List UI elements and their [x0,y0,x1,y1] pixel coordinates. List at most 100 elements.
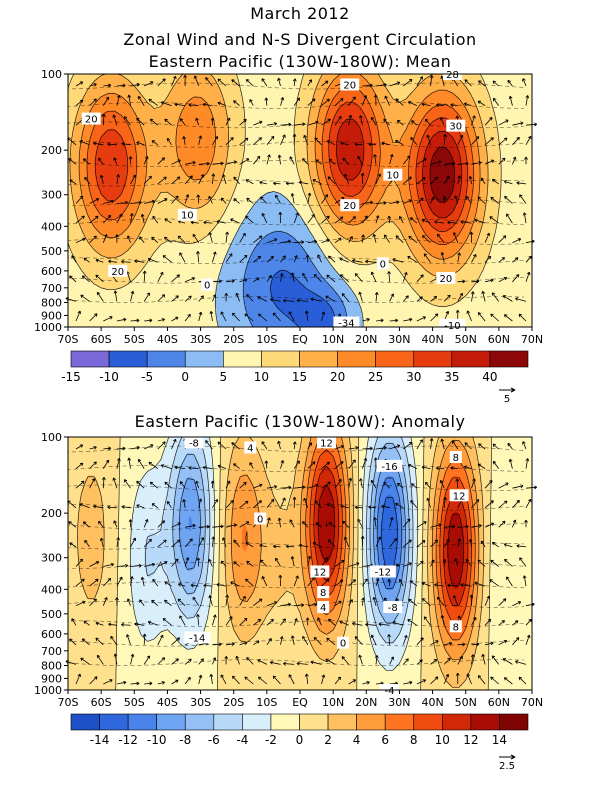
colorbar-label-1-8: 2 [324,733,332,747]
contour-label-0-5: 10 [386,171,399,182]
contour-label-bg-0-2 [177,208,197,221]
contour-label-0-9: 20 [439,274,452,285]
main-title: March 2012 [250,4,350,23]
contour-label-0-6: 20 [343,201,356,212]
x-tick-label-0-8: 10N [322,333,344,346]
contour-label-0-12: -10 [444,321,460,332]
colorbar-label-1-3: -8 [179,733,191,747]
x-tick-label-0-13: 60N [488,333,510,346]
plot-frame-1 [67,436,533,691]
y-tick-label-0-5: 600 [41,265,62,278]
y-tick-label-0-9: 1000 [34,321,62,334]
y-tick-label-1-0: 100 [41,431,62,444]
colorbar-label-0-11: 40 [482,370,497,384]
colorbar-label-1-14: 14 [492,733,507,747]
colorbar-swatch-0-4 [223,350,262,368]
contour-label-0-2: 10 [181,211,194,222]
colorbar-swatch-1-3 [156,713,186,731]
colorbar-swatch-1-11 [384,713,415,731]
colorbar-swatch-0-5 [261,350,300,368]
x-tick-label-0-1: 60S [91,333,112,346]
y-tick-label-1-2: 300 [41,552,62,565]
colorbar-swatch-1-10 [356,713,386,731]
contour-label-bg-1-15 [379,684,399,696]
contour-label-bg-1-14 [184,631,211,644]
x-tick-label-0-4: 30S [190,333,211,346]
colorbar-swatch-1-2 [127,713,157,731]
contour-label-bg-1-8 [317,586,330,599]
colorbar-swatch-0-6 [299,350,338,368]
x-tick-label-1-11: 40N [421,696,443,709]
x-tick-label-0-12: 50N [455,333,477,346]
colorbar-swatch-1-9 [327,713,357,731]
y-tick-label-1-9: 1000 [34,684,62,697]
colorbar-label-1-6: -2 [265,733,277,747]
colorbar-swatch-0-1 [108,350,148,368]
contour-label-1-10: -12 [375,567,391,578]
reference-vector-arrow-1 [499,754,516,760]
colorbar-swatch-1-13 [442,713,472,731]
colorbar-label-1-13: 12 [463,733,478,747]
contour-label-1-3: -16 [381,462,397,473]
colorbar-label-1-4: -6 [208,733,220,747]
contour-label-1-15: -4 [384,686,394,697]
colorbar-label-1-11: 8 [410,733,418,747]
colorbar-label-1-2: -10 [147,733,167,747]
colorbar-label-0-5: 10 [254,370,269,384]
contour-label-bg-0-6 [340,199,360,212]
colorbar-label-0-10: 35 [444,370,459,384]
colorbar-label-0-7: 20 [330,370,345,384]
contour-label-bg-0-1 [108,264,128,277]
x-tick-label-0-6: 10S [256,333,277,346]
contour-label-1-13: 0 [340,639,346,650]
heatmap-field-0 [68,74,532,327]
x-tick-label-1-1: 60S [91,696,112,709]
reference-vector-label-0: 5 [504,394,510,405]
contour-label-bg-1-9 [317,601,330,614]
colorbar-label-1-7: 0 [296,733,304,747]
colorbar-swatch-0-11 [489,350,529,368]
contour-label-0-11: -34 [338,319,354,330]
colorbar-swatch-1-15 [499,713,529,731]
colorbar-swatch-0-2 [146,350,186,368]
colorbar-swatch-1-7 [270,713,300,731]
x-tick-label-1-2: 50S [124,696,145,709]
contour-label-bg-0-4 [340,78,360,91]
colorbar-label-0-8: 25 [368,370,383,384]
contour-label-1-8: 8 [320,588,326,599]
contour-label-bg-0-8 [446,119,466,132]
contour-label-bg-1-3 [376,459,403,472]
contour-label-bg-1-12 [449,620,462,633]
y-tick-label-0-4: 500 [41,245,62,258]
contour-label-bg-0-5 [383,168,403,181]
contour-label-bg-1-11 [383,601,403,614]
x-tick-label-1-0: 70S [58,696,79,709]
contour-label-bg-0-11 [333,316,360,329]
y-tick-label-0-6: 700 [41,282,62,295]
colorbar-swatch-0-3 [184,350,224,368]
x-tick-label-1-6: 10S [256,696,277,709]
contour-label-1-7: 12 [314,567,327,578]
colorbar-label-0-4: 5 [220,370,228,384]
colorbar-label-0-0: -15 [61,370,81,384]
contour-label-bg-0-0 [81,112,101,125]
x-tick-label-0-0: 70S [58,333,79,346]
contour-label-1-12: 8 [453,622,459,633]
colorbar-swatch-0-8 [375,350,415,368]
contour-label-bg-1-13 [337,636,350,649]
contour-label-bg-1-4 [449,451,462,464]
contour-label-bg-1-6 [254,512,267,525]
x-tick-label-1-4: 30S [190,696,211,709]
y-tick-label-0-2: 300 [41,189,62,202]
contour-label-0-7: 0 [380,259,386,270]
colorbar-swatch-1-1 [99,713,129,731]
y-tick-label-0-1: 200 [41,144,62,157]
contour-label-0-8: 30 [449,122,462,133]
colorbar-label-1-5: -4 [236,733,248,747]
x-tick-label-1-3: 40S [157,696,178,709]
divergent-wind-vectors-1 [65,437,538,686]
y-tick-label-1-4: 500 [41,608,62,621]
colorbar-swatch-0-7 [337,350,376,368]
contour-label-1-0: -8 [189,438,199,449]
x-tick-label-0-3: 40S [157,333,178,346]
